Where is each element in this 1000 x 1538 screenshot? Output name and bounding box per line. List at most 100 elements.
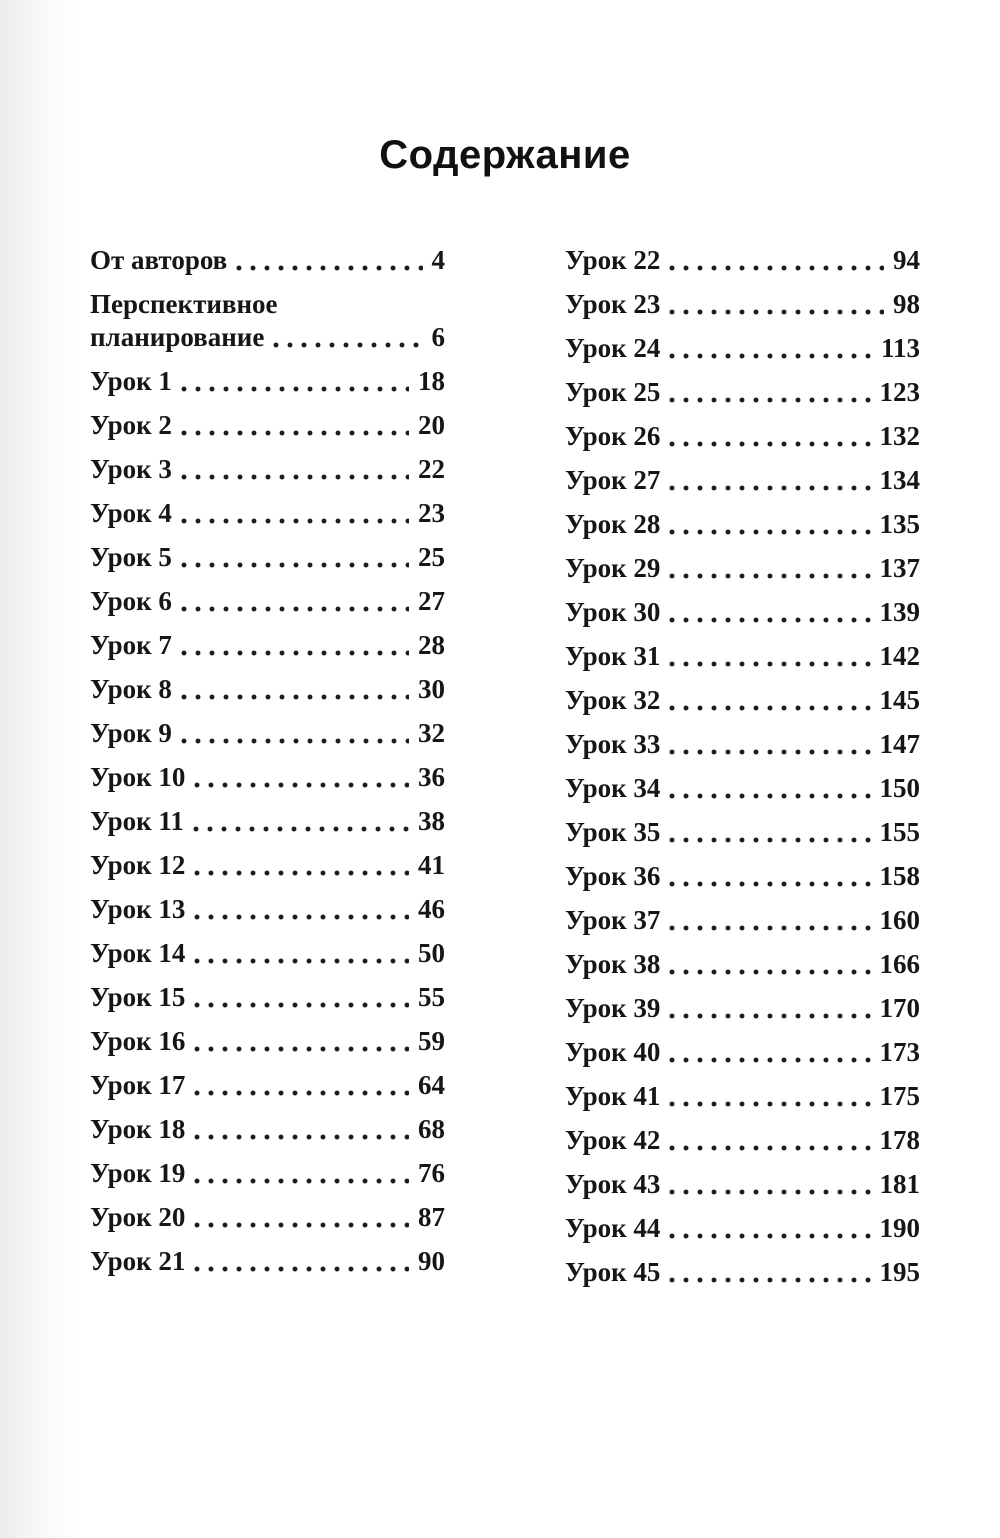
toc-entry-label: Урок 28 xyxy=(565,509,661,539)
toc-entry-label: Урок 23 xyxy=(565,289,661,319)
dot-leader xyxy=(669,617,871,623)
toc-entry-row: Урок 45 195 xyxy=(565,1256,920,1289)
toc-entry: Урок 26 132 xyxy=(565,420,920,453)
toc-entry-row: Урок 37 160 xyxy=(565,904,920,937)
dot-leader xyxy=(669,1277,871,1283)
dot-leader xyxy=(180,606,409,612)
toc-entry: Урок 18 68 xyxy=(90,1113,445,1146)
dot-leader xyxy=(194,1134,409,1140)
toc-entry: Перспективное планирование 6 xyxy=(90,288,445,354)
toc-entry-row: Урок 40 173 xyxy=(565,1036,920,1069)
toc-entry-row: Урок 39 170 xyxy=(565,992,920,1025)
dot-leader xyxy=(669,1013,871,1019)
toc-entry-page: 50 xyxy=(418,938,445,968)
toc-entry-row: Урок 13 46 xyxy=(90,893,445,926)
toc-entry-label: Урок 45 xyxy=(565,1257,661,1287)
toc-entry: Урок 28 135 xyxy=(565,508,920,541)
toc-entry-row: Урок 41 175 xyxy=(565,1080,920,1113)
toc-entry-page: 135 xyxy=(879,509,921,539)
toc-entry-label: Урок 1 xyxy=(90,366,172,396)
toc-entry-label: Урок 44 xyxy=(565,1213,661,1243)
toc-entry-label: Урок 20 xyxy=(90,1202,186,1232)
toc-entry-row: планирование 6 xyxy=(90,321,445,354)
toc-entry: Урок 37 160 xyxy=(565,904,920,937)
toc-entry: Урок 19 76 xyxy=(90,1157,445,1190)
toc-entry-page: 178 xyxy=(879,1125,921,1155)
toc-entry-page: 28 xyxy=(418,630,445,660)
toc-entry-row: Урок 19 76 xyxy=(90,1157,445,1190)
toc-entry-row: Урок 42 178 xyxy=(565,1124,920,1157)
toc-entry: Урок 34 150 xyxy=(565,772,920,805)
dot-leader xyxy=(669,881,871,887)
toc-entry-page: 59 xyxy=(418,1026,445,1056)
toc-entry-page: 30 xyxy=(418,674,445,704)
toc-entry: Урок 27 134 xyxy=(565,464,920,497)
toc-entry-row: Урок 9 32 xyxy=(90,717,445,750)
toc-entry-row: Урок 44 190 xyxy=(565,1212,920,1245)
dot-leader xyxy=(669,529,871,535)
dot-leader xyxy=(669,793,871,799)
dot-leader xyxy=(180,562,409,568)
toc-entry-label: Урок 30 xyxy=(565,597,661,627)
toc-entry-row: Урок 25 123 xyxy=(565,376,920,409)
toc-entry-page: 173 xyxy=(879,1037,921,1067)
toc-entry: Урок 45 195 xyxy=(565,1256,920,1289)
toc-entry-page: 41 xyxy=(418,850,445,880)
toc-entry: Урок 7 28 xyxy=(90,629,445,662)
toc-entry-label: Урок 26 xyxy=(565,421,661,451)
toc-entry-label: Урок 32 xyxy=(565,685,661,715)
toc-entry-page: 142 xyxy=(879,641,921,671)
toc-entry-page: 38 xyxy=(418,806,445,836)
toc-entry-row: Урок 29 137 xyxy=(565,552,920,585)
toc-entry: Урок 23 98 xyxy=(565,288,920,321)
toc-entry-label: Урок 9 xyxy=(90,718,172,748)
toc-entry: Урок 5 25 xyxy=(90,541,445,574)
toc-entry-label: Урок 7 xyxy=(90,630,172,660)
toc-entry-label: Урок 42 xyxy=(565,1125,661,1155)
toc-entry-page: 150 xyxy=(879,773,921,803)
dot-leader xyxy=(669,1101,871,1107)
toc-entry-label: Урок 6 xyxy=(90,586,172,616)
toc-column-right: Урок 22 94 Урок 23 98 Урок 24 113 Урок 25 123 Ур… xyxy=(565,244,920,1300)
dot-leader xyxy=(669,969,871,975)
dot-leader xyxy=(194,1222,409,1228)
toc-entry: Урок 3 22 xyxy=(90,453,445,486)
toc-entry: Урок 13 46 xyxy=(90,893,445,926)
toc-entry: Урок 38 166 xyxy=(565,948,920,981)
dot-leader xyxy=(180,474,409,480)
toc-entry: Урок 8 30 xyxy=(90,673,445,706)
toc-entry: Урок 2 20 xyxy=(90,409,445,442)
dot-leader xyxy=(180,386,409,392)
toc-entry-page: 25 xyxy=(418,542,445,572)
toc-entry-row: Урок 20 87 xyxy=(90,1201,445,1234)
toc-entry-row: Урок 7 28 xyxy=(90,629,445,662)
toc-entry-label: Урок 12 xyxy=(90,850,186,880)
toc-entry-row: Урок 26 132 xyxy=(565,420,920,453)
toc-entry-label: Урок 16 xyxy=(90,1026,186,1056)
toc-entry-page: 190 xyxy=(879,1213,921,1243)
toc-entry: От авторов 4 xyxy=(90,244,445,277)
toc-entry: Урок 33 147 xyxy=(565,728,920,761)
toc-entry-page: 123 xyxy=(879,377,921,407)
toc-entry-row: Урок 2 20 xyxy=(90,409,445,442)
toc-entry: Урок 12 41 xyxy=(90,849,445,882)
toc-entry: Урок 14 50 xyxy=(90,937,445,970)
dot-leader xyxy=(194,1266,409,1272)
toc-entry-page: 170 xyxy=(879,993,921,1023)
toc-entry-page: 68 xyxy=(418,1114,445,1144)
toc-entry: Урок 35 155 xyxy=(565,816,920,849)
toc-entry: Урок 10 36 xyxy=(90,761,445,794)
toc-entry: Урок 17 64 xyxy=(90,1069,445,1102)
toc-entry-label: Урок 21 xyxy=(90,1246,186,1276)
dot-leader xyxy=(669,1057,871,1063)
toc-entry: Урок 29 137 xyxy=(565,552,920,585)
toc-entry-row: Урок 21 90 xyxy=(90,1245,445,1278)
toc-entry-page: 139 xyxy=(879,597,921,627)
toc-entry: Урок 15 55 xyxy=(90,981,445,1014)
dot-leader xyxy=(194,1002,409,1008)
toc-entry-row: Урок 4 23 xyxy=(90,497,445,530)
toc-entry-label: Урок 5 xyxy=(90,542,172,572)
toc-entry-label: Урок 34 xyxy=(565,773,661,803)
toc-entry-label: Урок 33 xyxy=(565,729,661,759)
